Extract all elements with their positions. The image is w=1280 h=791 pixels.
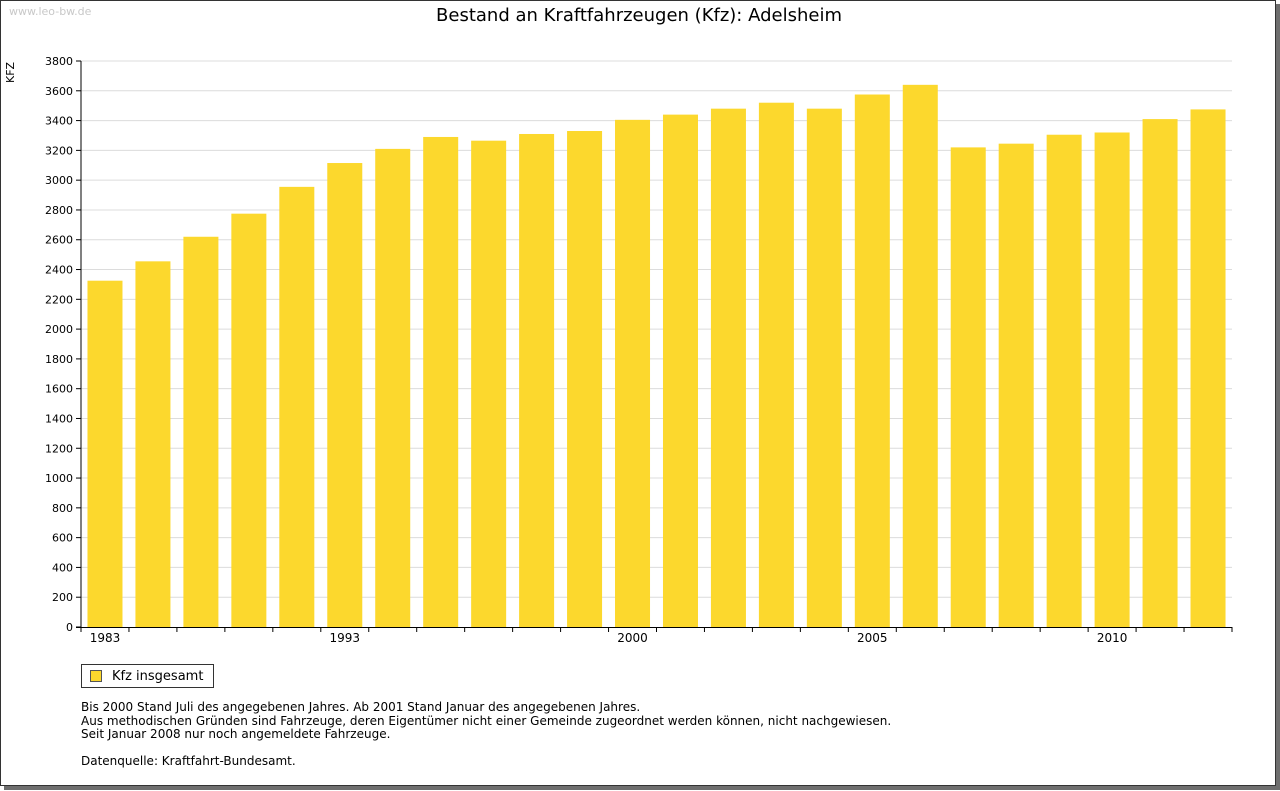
y-tick-label: 3800 xyxy=(45,55,73,68)
bar xyxy=(758,102,794,627)
y-tick-label: 0 xyxy=(66,621,73,634)
data-source: Datenquelle: Kraftfahrt-Bundesamt. xyxy=(81,754,296,768)
x-tick-label: 2000 xyxy=(617,631,648,645)
legend-label: Kfz insgesamt xyxy=(112,668,204,684)
y-tick-label: 200 xyxy=(52,591,73,604)
y-tick-label: 3200 xyxy=(45,144,73,157)
bar xyxy=(1142,119,1178,627)
chart-title: Bestand an Kraftfahrzeugen (Kfz): Adelsh… xyxy=(436,5,842,26)
footnote-line: Bis 2000 Stand Juli des angegebenen Jahr… xyxy=(81,700,641,714)
y-tick-label: 2600 xyxy=(45,234,73,247)
y-tick-label: 2800 xyxy=(45,204,73,217)
bar xyxy=(327,163,363,628)
bar xyxy=(519,133,555,628)
bar xyxy=(423,136,459,627)
bar-chart: 0 200 400 600 800 1000 1200 1400 1600 1800 2000 220… xyxy=(45,55,1233,645)
bar xyxy=(902,84,938,627)
y-tick-label: 2400 xyxy=(45,264,73,277)
legend-swatch xyxy=(90,670,102,682)
bar xyxy=(1094,132,1130,627)
bar xyxy=(806,108,842,628)
bar xyxy=(998,143,1034,628)
footnote-line: Seit Januar 2008 nur noch angemeldete Fa… xyxy=(81,727,391,741)
y-tick-label: 3600 xyxy=(45,85,73,98)
legend: Kfz insgesamt xyxy=(81,664,215,688)
y-tick-label: 800 xyxy=(52,502,73,515)
y-tick-label: 600 xyxy=(52,532,73,545)
bar xyxy=(471,140,507,628)
bar xyxy=(231,213,267,627)
y-tick-label: 400 xyxy=(52,561,73,574)
y-tick-label: 3000 xyxy=(45,174,73,187)
bar xyxy=(183,236,219,628)
bar xyxy=(279,186,315,627)
y-tick-label: 1800 xyxy=(45,353,73,366)
y-tick-label: 3400 xyxy=(45,115,73,128)
bar xyxy=(1046,134,1082,627)
y-tick-label: 1600 xyxy=(45,383,73,396)
bar xyxy=(710,108,746,628)
x-tick-label: 2005 xyxy=(857,631,888,645)
bar xyxy=(950,147,986,628)
x-tick-label: 2010 xyxy=(1097,631,1128,645)
x-tick-label: 1983 xyxy=(90,631,121,645)
y-tick-label: 1000 xyxy=(45,472,73,485)
y-tick-label: 2200 xyxy=(45,293,73,306)
bar xyxy=(135,261,171,627)
bar xyxy=(615,119,651,627)
y-tick-label: 2000 xyxy=(45,323,73,336)
watermark: www.leo-bw.de xyxy=(9,5,92,18)
bar xyxy=(375,148,411,627)
footnote-line: Aus methodischen Gründen sind Fahrzeuge,… xyxy=(81,713,892,728)
bar xyxy=(567,131,603,628)
y-tick-label: 1200 xyxy=(45,442,73,455)
bar xyxy=(1190,109,1226,627)
x-tick-label: 1993 xyxy=(329,631,360,645)
y-tick-label: 1400 xyxy=(45,412,73,425)
bar xyxy=(662,114,698,628)
bar xyxy=(854,94,890,627)
footnotes: Bis 2000 Stand Juli des angegebenen Jahr… xyxy=(81,700,892,742)
bar xyxy=(87,280,123,627)
